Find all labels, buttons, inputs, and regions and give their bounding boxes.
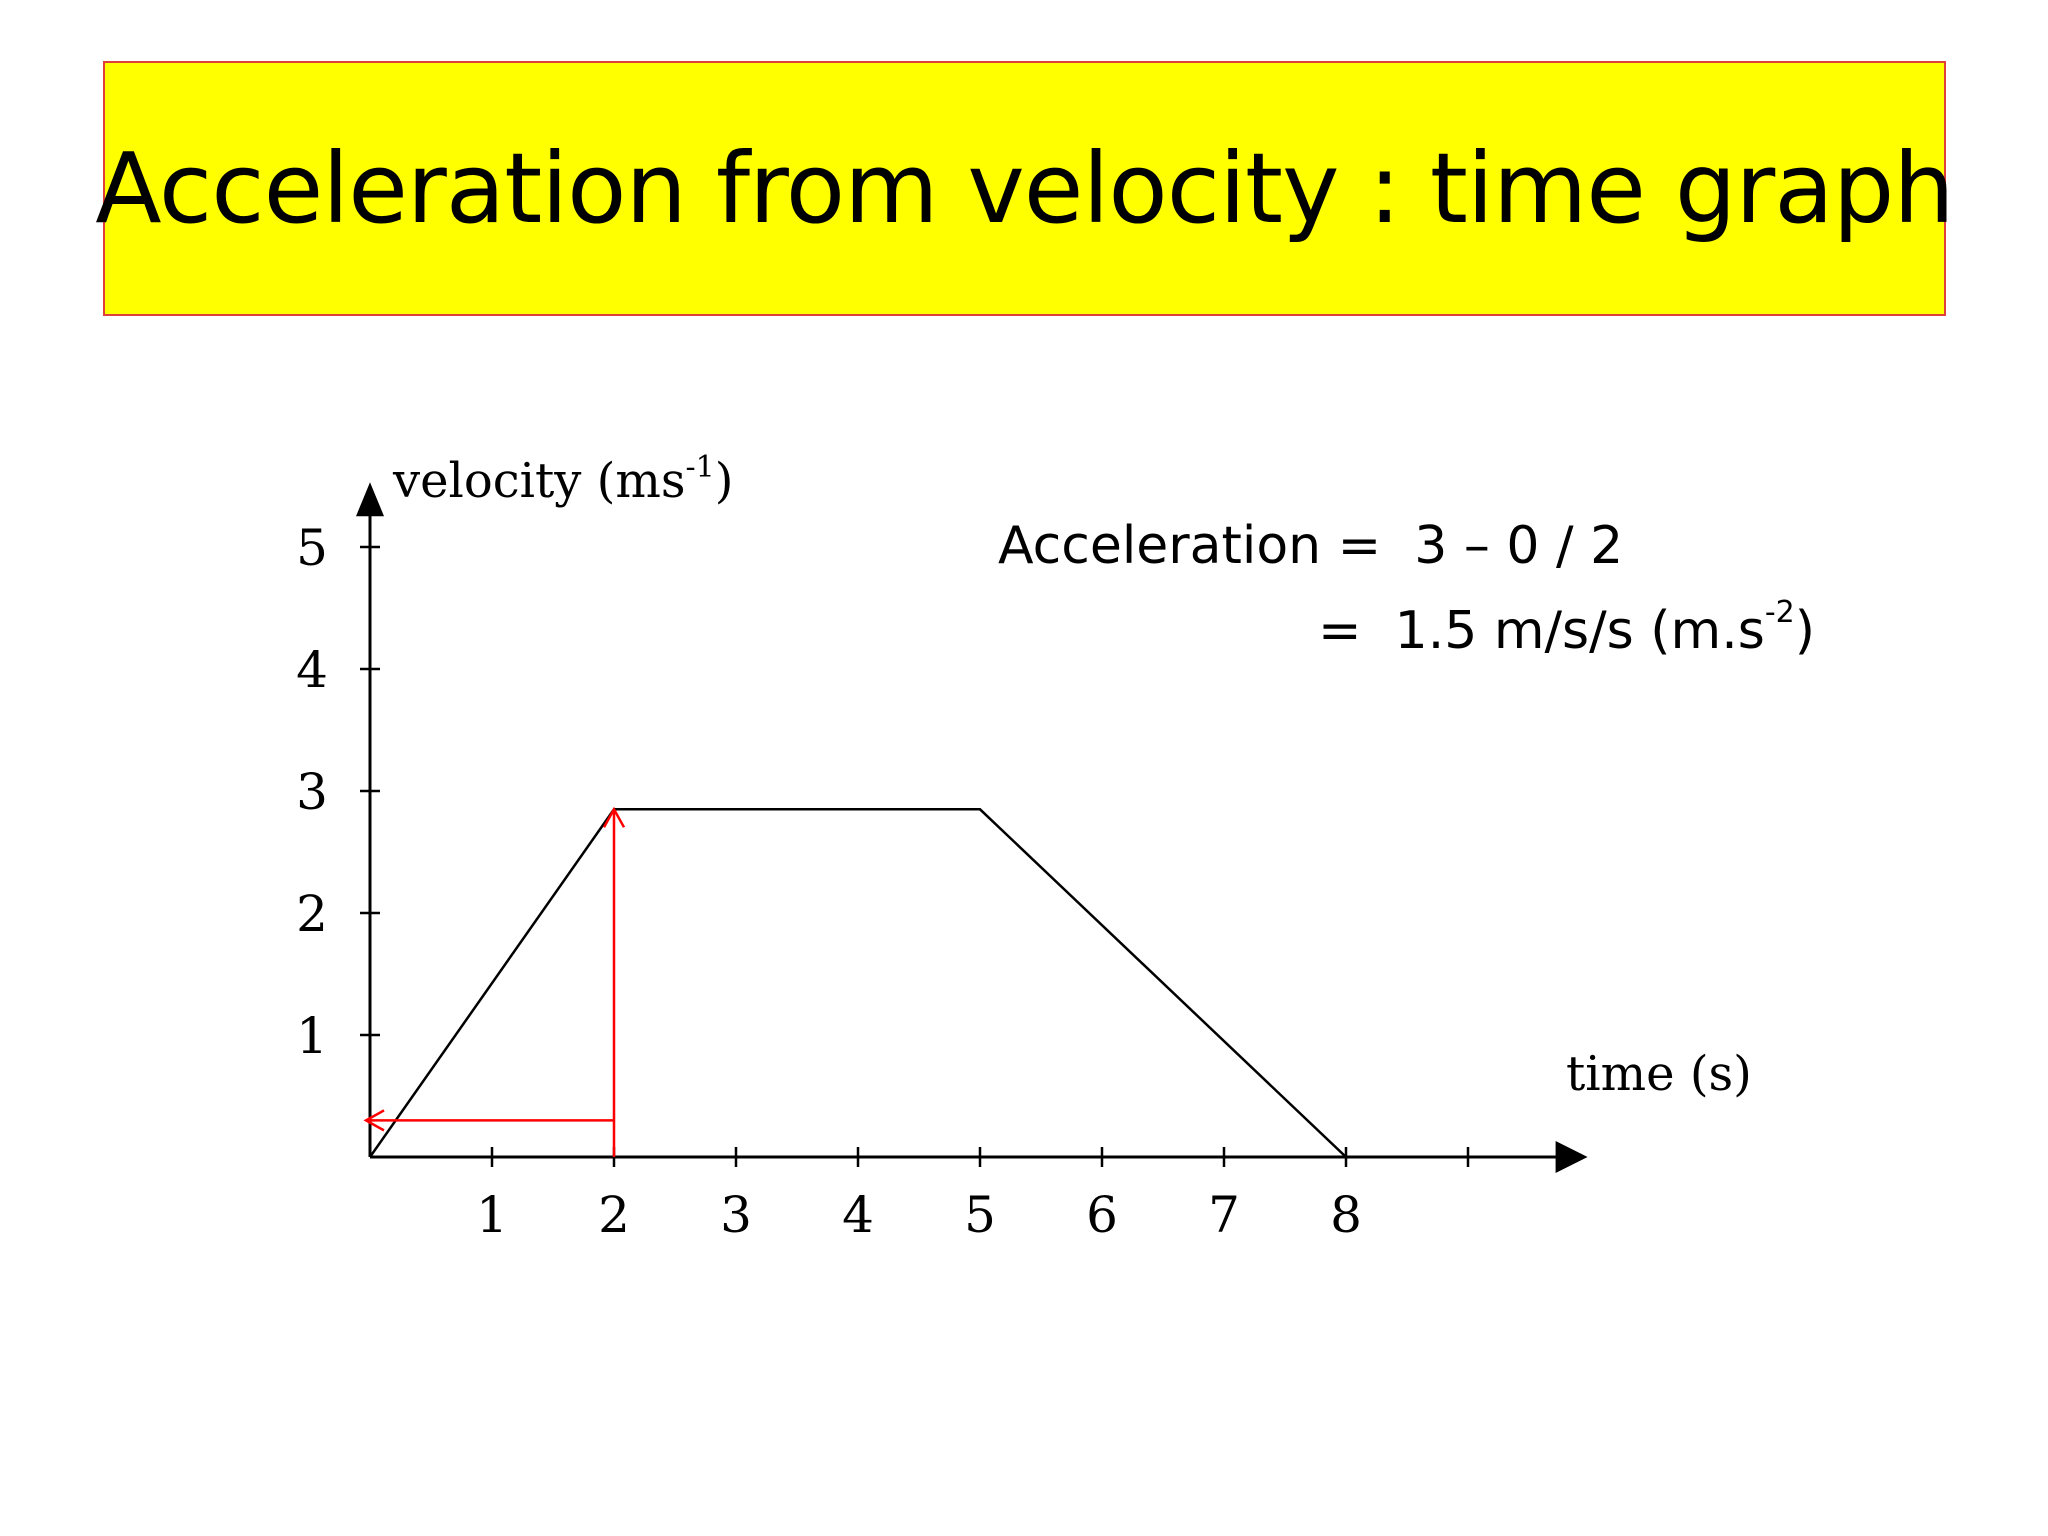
horizontal-red-arrowhead bbox=[363, 1109, 385, 1132]
y-axis-arrowhead bbox=[356, 482, 384, 517]
x-tick-label: 4 bbox=[842, 1186, 874, 1244]
formula-label: Acceleration = bbox=[998, 516, 1398, 576]
formula-equals: = bbox=[1318, 601, 1379, 661]
formula-expression: 3 – 0 / 2 bbox=[1414, 516, 1624, 576]
x-tick-label: 2 bbox=[598, 1186, 630, 1244]
formula-result: 1.5 m/s/s (m.s bbox=[1394, 601, 1765, 661]
y-tick-label: 4 bbox=[296, 641, 328, 699]
y-tick-label: 3 bbox=[296, 763, 328, 821]
x-axis-arrowhead bbox=[1555, 1141, 1588, 1173]
acceleration-formula-line-2: = 1.5 m/s/s (m.s-2) bbox=[1318, 595, 1816, 661]
y-axis-title: velocity (ms-1) bbox=[392, 450, 734, 509]
y-tick-label: 1 bbox=[296, 1007, 328, 1065]
x-tick-label: 6 bbox=[1086, 1186, 1118, 1244]
vertical-red-arrowhead bbox=[602, 806, 626, 828]
x-tick-label: 1 bbox=[476, 1186, 508, 1244]
x-tick-label: 3 bbox=[720, 1186, 752, 1244]
title-banner: Acceleration from velocity : time graph bbox=[95, 61, 1955, 316]
page-title: Acceleration from velocity : time graph bbox=[95, 132, 1955, 245]
x-axis-title: time (s) bbox=[1566, 1046, 1752, 1102]
formula-result-exponent: -2 bbox=[1764, 595, 1795, 630]
x-tick-label: 7 bbox=[1208, 1186, 1240, 1244]
acceleration-formula-line-1: Acceleration = 3 – 0 / 2 bbox=[998, 516, 1623, 576]
formula-result-close: ) bbox=[1794, 601, 1816, 661]
y-tick-label: 2 bbox=[296, 885, 328, 943]
y-tick-label: 5 bbox=[296, 519, 328, 577]
x-tick-label: 5 bbox=[964, 1186, 996, 1244]
x-tick-label: 8 bbox=[1330, 1186, 1362, 1244]
velocity-series-line bbox=[368, 808, 1347, 1158]
